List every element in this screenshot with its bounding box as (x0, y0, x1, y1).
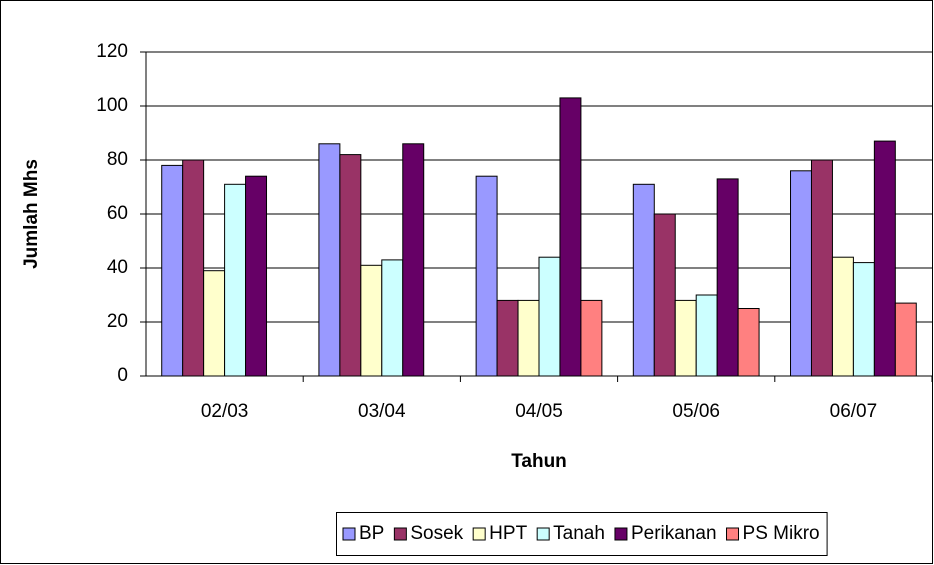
bar (182, 159, 205, 377)
y-tick-label: 120 (96, 41, 128, 62)
legend-box (336, 512, 828, 556)
legend-swatch (614, 527, 628, 541)
bar (653, 213, 676, 377)
bar (873, 140, 896, 377)
x-tick-label: 02/03 (201, 401, 249, 422)
bar (203, 270, 226, 377)
bar (831, 256, 854, 377)
legend-label: PS Mikro (743, 523, 820, 544)
y-tick-label: 40 (107, 257, 128, 278)
legend-swatch (393, 527, 407, 541)
legend-swatch (726, 527, 740, 541)
bar (318, 143, 341, 377)
y-tick-label: 60 (107, 203, 128, 224)
y-tick-label: 80 (107, 149, 128, 170)
bar (402, 143, 425, 377)
legend-swatch (472, 527, 486, 541)
legend-swatch (342, 527, 356, 541)
bar (475, 175, 498, 377)
bar (559, 97, 582, 377)
bar (695, 294, 718, 377)
y-tick-label: 20 (107, 311, 128, 332)
bar (381, 259, 404, 377)
x-tick-label: 06/07 (830, 401, 878, 422)
x-axis-title: Tahun (511, 451, 567, 472)
bar (810, 159, 833, 377)
legend-label: Perikanan (631, 523, 717, 544)
bar (339, 154, 362, 377)
bar (161, 164, 184, 377)
bar (737, 308, 760, 377)
bar (360, 264, 383, 377)
bar (538, 256, 561, 377)
legend-label: HPT (489, 523, 527, 544)
bar (245, 175, 268, 377)
bar (716, 178, 739, 377)
x-tick-label: 03/04 (358, 401, 406, 422)
bar (894, 302, 917, 377)
bar (674, 299, 697, 377)
y-tick-label: 0 (117, 365, 128, 386)
legend-label: Sosek (410, 523, 463, 544)
bar (224, 183, 247, 377)
legend-label: BP (359, 523, 384, 544)
legend-swatch (536, 527, 550, 541)
bar (580, 299, 603, 377)
bar (496, 299, 519, 377)
y-tick-label: 100 (96, 95, 128, 116)
x-tick-label: 04/05 (515, 401, 563, 422)
bar (632, 183, 655, 377)
bar (517, 299, 540, 377)
bar (790, 170, 812, 377)
y-axis-title: Jumlah Mhs (21, 159, 42, 269)
bar (852, 262, 875, 377)
legend-label: Tanah (553, 523, 605, 544)
x-tick-label: 05/06 (672, 401, 720, 422)
